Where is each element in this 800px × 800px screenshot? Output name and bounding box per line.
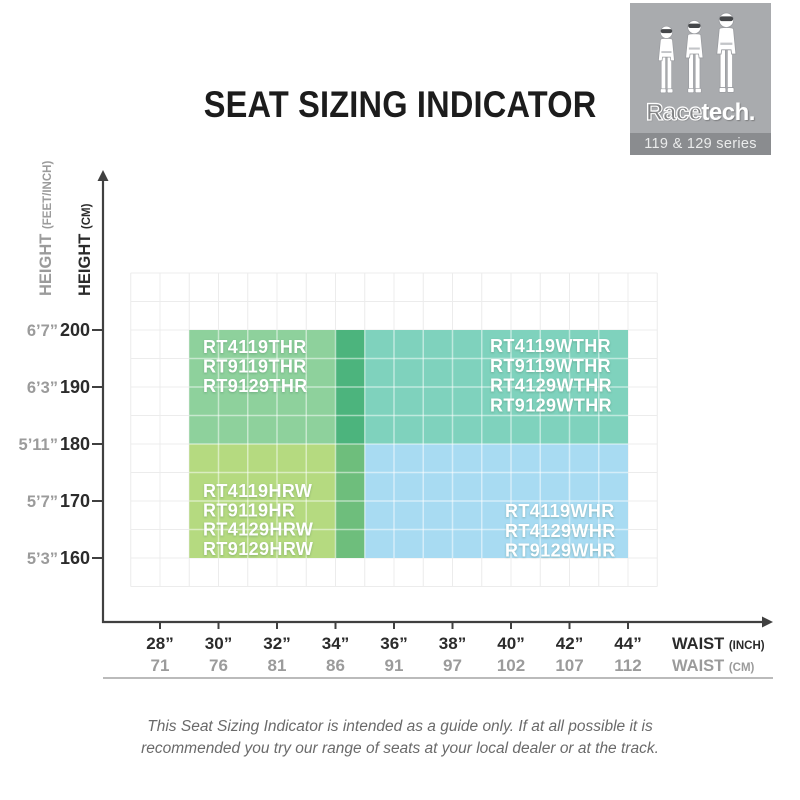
svg-text:WAIST (INCH): WAIST (INCH) xyxy=(672,635,765,653)
page-title-text: SEAT SIZING INDICATOR xyxy=(203,84,597,125)
svg-text:180: 180 xyxy=(60,434,90,454)
svg-text:200: 200 xyxy=(60,320,90,340)
svg-text:WAIST (CM): WAIST (CM) xyxy=(672,657,755,675)
svg-text:6’3”: 6’3” xyxy=(27,379,58,397)
svg-text:RT4119WHR: RT4119WHR xyxy=(505,501,615,521)
page-title: SEAT SIZING INDICATOR xyxy=(0,84,800,126)
axis-titles: WAIST (INCH) WAIST (CM) HEIGHT (FEET/INCH)… xyxy=(37,161,765,675)
svg-text:RT9119THR: RT9119THR xyxy=(203,357,307,377)
svg-text:30”: 30” xyxy=(205,634,232,653)
svg-text:170: 170 xyxy=(60,491,90,511)
svg-text:97: 97 xyxy=(443,656,462,675)
svg-text:5’11”: 5’11” xyxy=(19,436,58,454)
svg-text:RT9119WTHR: RT9119WTHR xyxy=(490,356,611,376)
svg-text:RT4129HRW: RT4129HRW xyxy=(203,520,313,540)
svg-text:42”: 42” xyxy=(556,634,583,653)
svg-text:160: 160 xyxy=(60,548,90,568)
svg-text:RT9129WHR: RT9129WHR xyxy=(505,541,616,561)
region-grid xyxy=(189,330,628,558)
svg-text:107: 107 xyxy=(555,656,583,675)
svg-text:40”: 40” xyxy=(497,634,524,653)
svg-text:81: 81 xyxy=(268,656,287,675)
svg-text:5’7”: 5’7” xyxy=(27,493,58,511)
svg-text:RT4129WTHR: RT4129WTHR xyxy=(490,376,612,396)
axes xyxy=(97,170,773,628)
svg-text:112: 112 xyxy=(614,656,641,675)
brand-solid-text: tech. xyxy=(701,99,755,126)
brand-outline-text: Race xyxy=(645,99,702,126)
svg-text:RT9119HR: RT9119HR xyxy=(203,500,295,520)
svg-text:RT9129THR: RT9129THR xyxy=(203,376,308,396)
svg-text:86: 86 xyxy=(326,656,345,675)
x-axis-ticks: 28” 71 30” 76 32” 81 34” 86 36” 91 38” 97 40” 102 42” 1… xyxy=(146,622,642,675)
svg-text:RT9129HRW: RT9129HRW xyxy=(203,539,313,559)
svg-text:76: 76 xyxy=(209,656,228,675)
series-badge: 119 & 129 series xyxy=(630,133,771,155)
svg-text:28”: 28” xyxy=(146,634,173,653)
seat-sizing-chart: RT4119THRRT9119THRRT9129THRRT4119WTHRRT9… xyxy=(19,161,773,679)
svg-text:38”: 38” xyxy=(439,634,466,653)
svg-text:190: 190 xyxy=(60,377,90,397)
svg-text:32”: 32” xyxy=(263,634,290,653)
svg-text:HEIGHT (FEET/INCH): HEIGHT (FEET/INCH) xyxy=(37,161,55,296)
svg-text:RT9129WTHR: RT9129WTHR xyxy=(490,395,612,415)
disclaimer: This Seat Sizing Indicator is intended a… xyxy=(0,716,800,760)
svg-text:HEIGHT (CM): HEIGHT (CM) xyxy=(76,203,94,296)
svg-text:RT4119THR: RT4119THR xyxy=(203,337,307,357)
racetech-brand: Racetech. xyxy=(645,99,755,130)
svg-text:6’7”: 6’7” xyxy=(27,322,58,340)
svg-text:44”: 44” xyxy=(614,634,641,653)
svg-text:RT4129WHR: RT4129WHR xyxy=(505,521,616,541)
disclaimer-line-2: recommended you try our range of seats a… xyxy=(141,740,659,757)
race-drivers-icon xyxy=(642,12,760,100)
svg-text:36”: 36” xyxy=(380,634,407,653)
disclaimer-line-1: This Seat Sizing Indicator is intended a… xyxy=(147,718,653,735)
svg-text:5’3”: 5’3” xyxy=(27,550,58,568)
svg-text:102: 102 xyxy=(497,656,525,675)
svg-text:RT4119WTHR: RT4119WTHR xyxy=(490,336,611,356)
svg-text:71: 71 xyxy=(151,656,170,675)
svg-text:RT4119HRW: RT4119HRW xyxy=(203,481,312,501)
racetech-logo-box: Racetech. 119 & 129 series xyxy=(630,3,771,155)
svg-text:91: 91 xyxy=(385,656,404,675)
svg-text:34”: 34” xyxy=(322,634,349,653)
